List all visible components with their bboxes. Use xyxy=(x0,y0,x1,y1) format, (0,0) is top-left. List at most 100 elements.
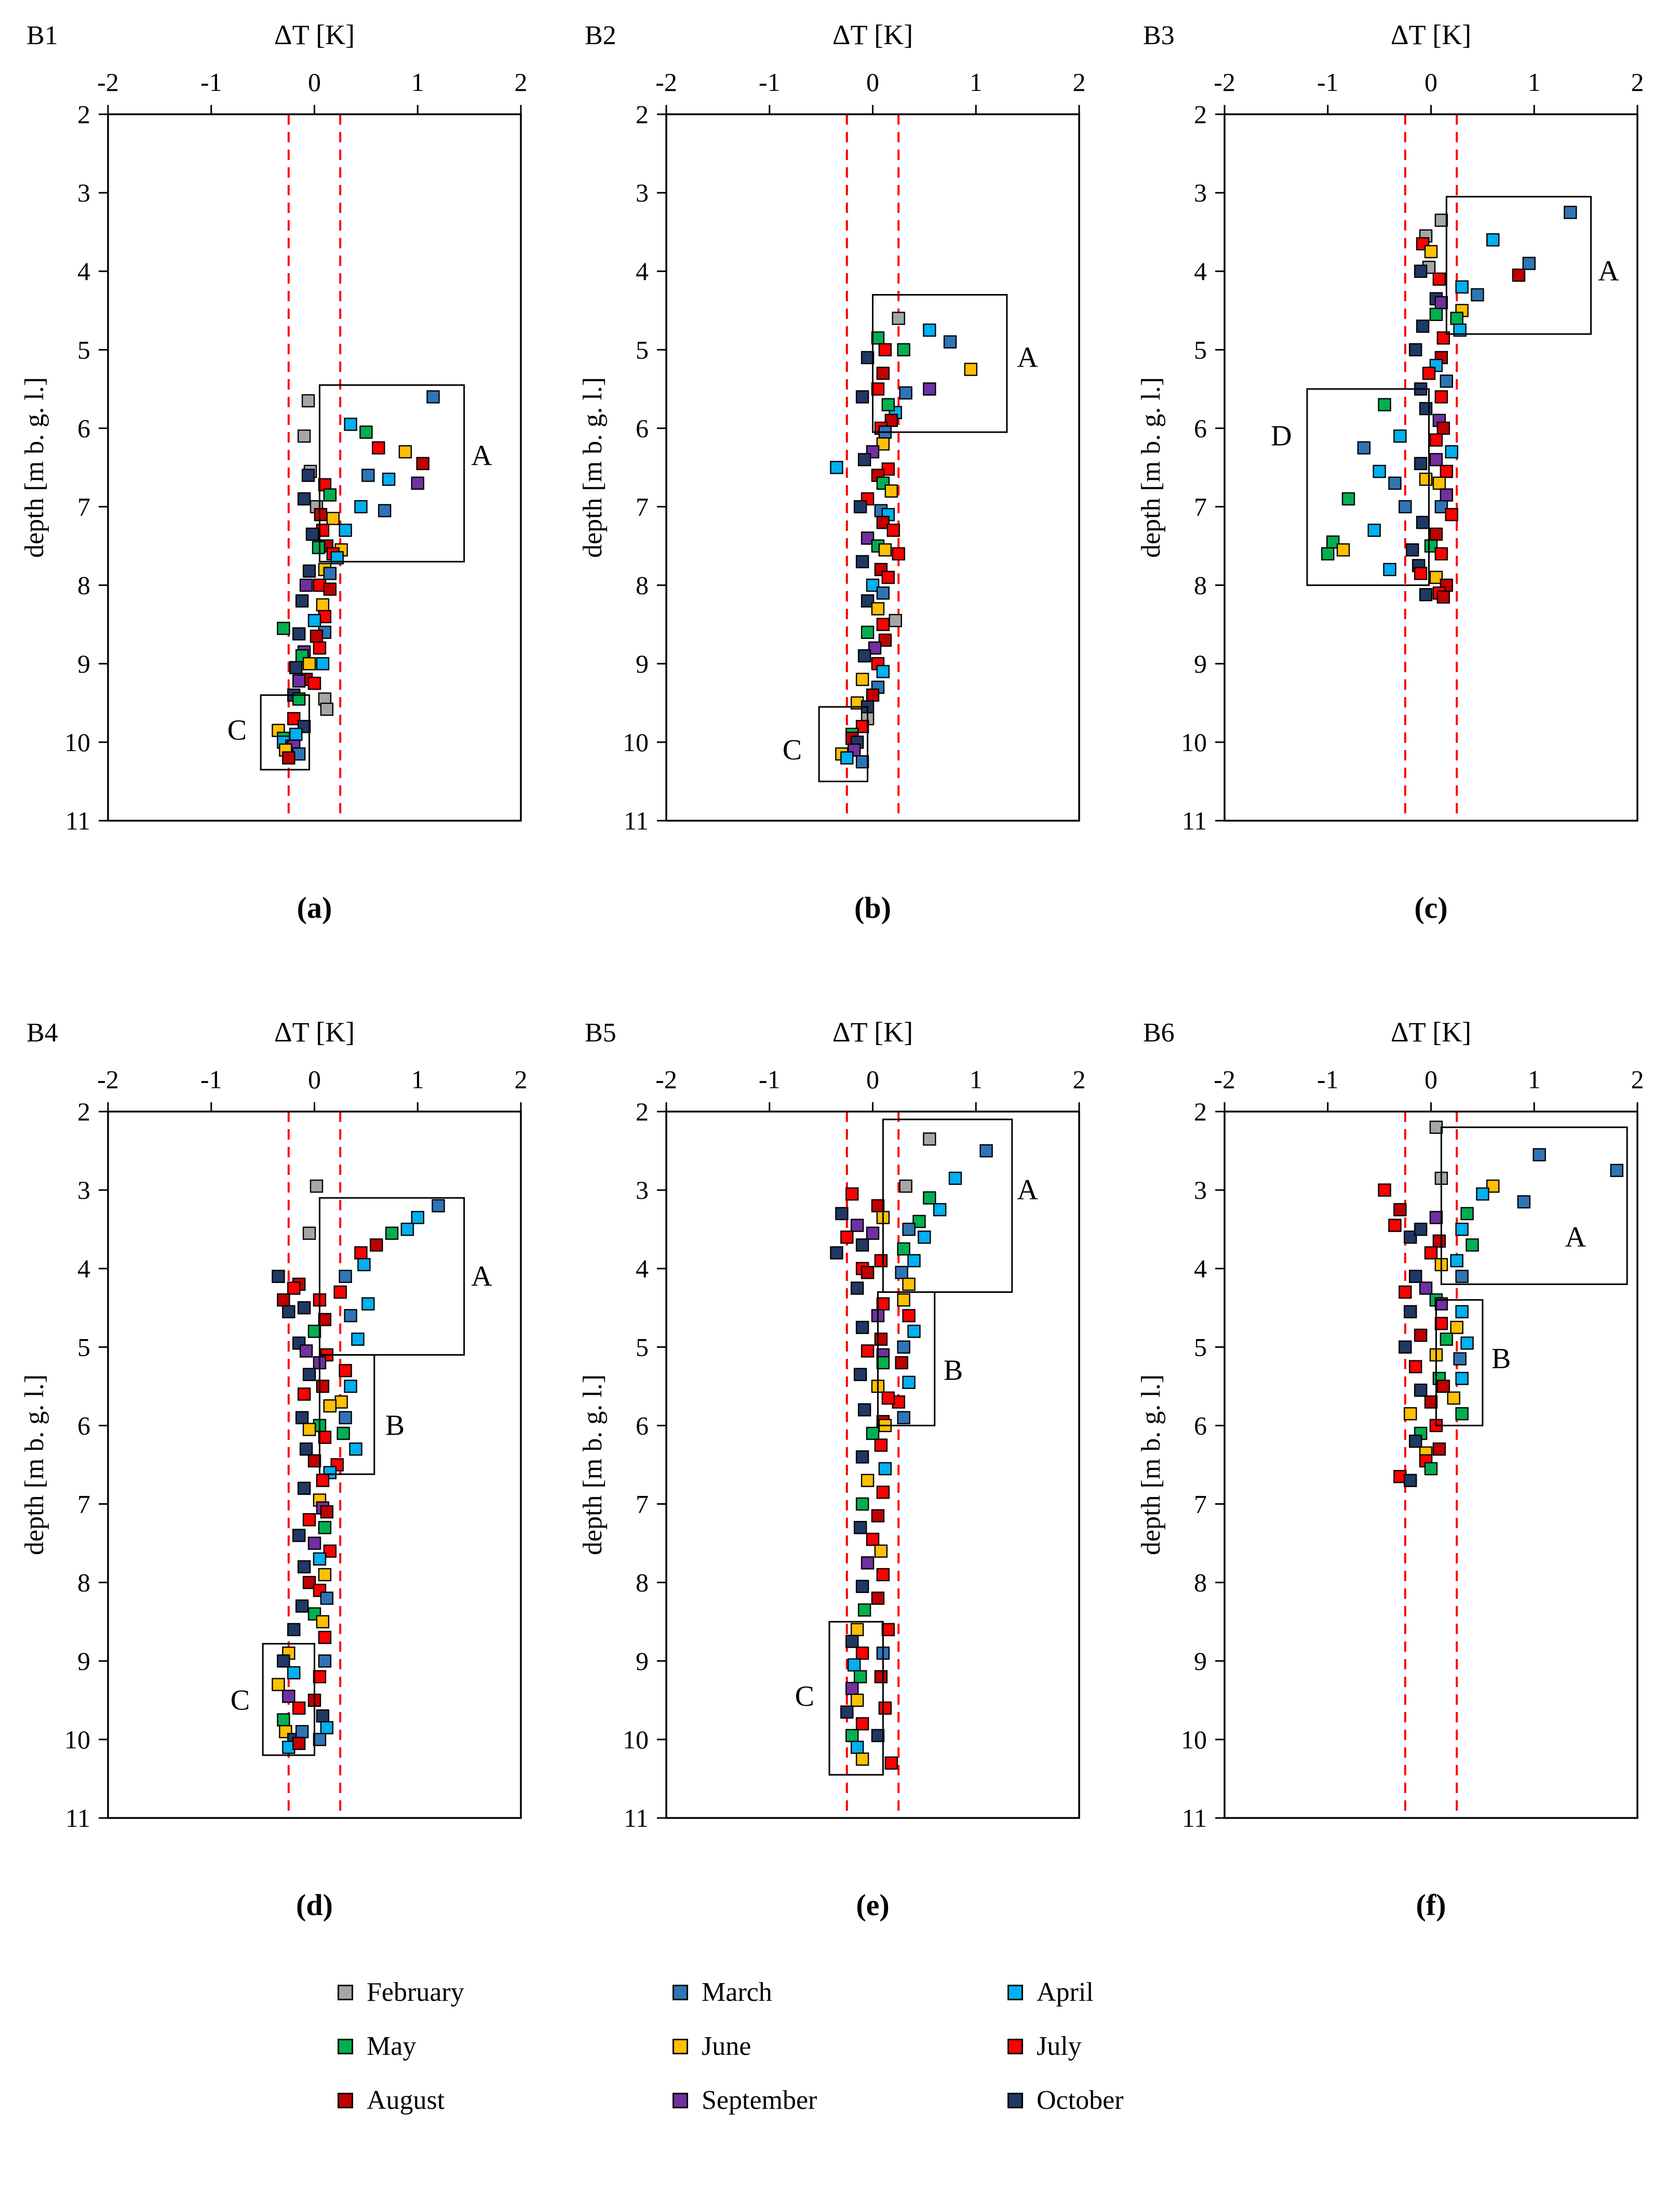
panels-grid: B1 ΔT [K] depth [m b. g. l.] -2 -1 0 1 2 2 3 4 5 6 7 8… xyxy=(0,13,1680,1935)
panel-corner-label: B4 xyxy=(26,1018,58,1048)
data-point xyxy=(1465,1238,1479,1252)
data-point xyxy=(847,1658,861,1672)
x-tick-label: 1 xyxy=(411,68,424,97)
y-tick-label: 7 xyxy=(636,492,649,521)
y-tick-label: 2 xyxy=(636,1097,649,1126)
y-tick-label: 11 xyxy=(1181,1803,1206,1833)
y-axis-title: depth [m b. g. l.] xyxy=(20,1374,49,1555)
data-point xyxy=(398,445,412,459)
panel: B1 ΔT [K] depth [m b. g. l.] -2 -1 0 1 2 2 3 4 5 6 7 8… xyxy=(17,13,547,938)
data-point xyxy=(902,1277,916,1291)
y-axis-title: depth [m b. g. l.] xyxy=(578,1374,608,1555)
data-point xyxy=(898,1179,912,1193)
y-tick-label: 8 xyxy=(636,571,649,600)
data-point xyxy=(320,702,333,716)
data-point xyxy=(1470,288,1484,302)
annotation-box xyxy=(871,294,1007,433)
x-tick-label: -1 xyxy=(1316,1065,1338,1094)
data-point xyxy=(305,527,319,541)
x-tick-label: 1 xyxy=(1527,68,1540,97)
legend-swatch-may xyxy=(338,2039,353,2054)
data-point xyxy=(896,1411,910,1425)
data-point xyxy=(411,1211,424,1224)
data-point xyxy=(1610,1164,1623,1178)
data-point xyxy=(1357,441,1370,454)
y-tick-label: 11 xyxy=(1181,806,1206,835)
data-point xyxy=(871,331,884,345)
x-tick-label: 1 xyxy=(969,68,982,97)
data-point xyxy=(1405,543,1419,557)
y-tick-label: 8 xyxy=(77,571,90,600)
data-point xyxy=(302,1423,316,1436)
data-point xyxy=(861,1266,874,1279)
data-point xyxy=(1436,1380,1450,1393)
panel-corner-label: B1 xyxy=(26,21,58,50)
data-point xyxy=(1432,476,1446,490)
data-point xyxy=(855,673,869,686)
data-point xyxy=(881,1623,895,1637)
data-point xyxy=(316,1615,329,1628)
panel-plot-b1: B1 ΔT [K] depth [m b. g. l.] -2 -1 0 1 2 2 3 4 5 6 7 8… xyxy=(20,19,528,925)
panel-caption: (f) xyxy=(1416,1888,1446,1922)
annotation-box xyxy=(818,706,868,782)
data-point xyxy=(302,564,316,578)
x-tick-label: -2 xyxy=(1214,68,1235,97)
y-tick-label: 10 xyxy=(623,1725,649,1754)
data-point xyxy=(917,1231,931,1244)
x-tick-label: -1 xyxy=(758,68,780,97)
data-point xyxy=(1393,429,1407,443)
data-point xyxy=(316,1709,329,1723)
data-point xyxy=(411,476,424,490)
data-point xyxy=(281,751,295,765)
data-point xyxy=(307,676,321,690)
y-tick-label: 4 xyxy=(77,1254,90,1283)
data-point xyxy=(426,390,440,404)
data-point xyxy=(894,1266,908,1279)
data-point xyxy=(850,1219,864,1232)
y-tick-label: 2 xyxy=(1194,1097,1207,1126)
data-point xyxy=(1341,492,1355,506)
y-tick-label: 4 xyxy=(636,257,649,286)
x-tick-label: -1 xyxy=(200,68,222,97)
x-axis-title: ΔT [K] xyxy=(832,1017,912,1048)
y-tick-label: 2 xyxy=(77,100,90,129)
data-point xyxy=(297,492,311,506)
data-point xyxy=(1445,445,1458,459)
annotation-label: A xyxy=(471,439,492,472)
y-tick-label: 7 xyxy=(77,492,90,521)
data-point xyxy=(281,1690,295,1703)
data-point xyxy=(876,618,890,631)
x-tick-label: 2 xyxy=(1631,1065,1644,1094)
y-tick-label: 4 xyxy=(77,257,90,286)
data-point xyxy=(855,390,869,404)
y-tick-label: 3 xyxy=(1194,1175,1207,1205)
data-point xyxy=(876,665,890,678)
data-point xyxy=(855,1580,869,1593)
y-tick-label: 8 xyxy=(636,1568,649,1597)
x-tick-label: 2 xyxy=(1072,1065,1085,1094)
data-point xyxy=(271,1678,285,1691)
annotation-label: B xyxy=(1491,1343,1510,1375)
y-tick-label: 10 xyxy=(1181,728,1207,757)
data-point xyxy=(338,1363,352,1378)
legend-label: June xyxy=(702,2031,751,2061)
data-point xyxy=(302,1226,316,1240)
data-point xyxy=(354,1246,368,1260)
data-point xyxy=(297,1301,311,1315)
data-point xyxy=(307,613,321,627)
data-point xyxy=(855,555,869,569)
legend-label: March xyxy=(702,1977,772,2007)
data-point xyxy=(861,594,874,608)
data-point xyxy=(292,1701,305,1715)
x-tick-label: -2 xyxy=(1214,1065,1235,1094)
data-point xyxy=(866,688,879,702)
data-point xyxy=(289,728,302,741)
panel-caption: (d) xyxy=(296,1888,333,1922)
data-point xyxy=(1321,547,1334,560)
data-point xyxy=(1393,1203,1407,1216)
data-point xyxy=(295,1411,308,1425)
data-point xyxy=(876,437,890,451)
data-point xyxy=(1403,1231,1417,1244)
data-point xyxy=(1455,280,1469,294)
data-point xyxy=(853,500,867,514)
